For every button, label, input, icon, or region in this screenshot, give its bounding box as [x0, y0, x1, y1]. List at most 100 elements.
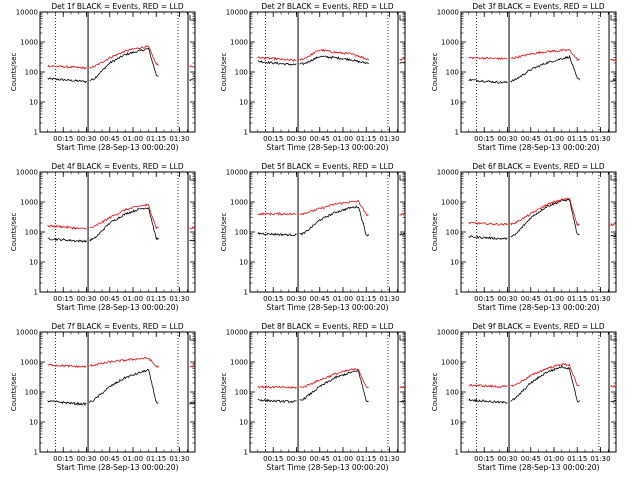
chart-panel-8: Det 8f BLACK = Events, RED = LLD 1 10 100 10…	[220, 322, 407, 472]
y-tick-label: 100	[25, 229, 38, 237]
events-series-line	[468, 398, 508, 404]
events-series-line	[299, 205, 369, 237]
chart-panel-1: Det 1f BLACK = Events, RED = LLD 1 10 100 10…	[10, 2, 197, 152]
chart-title: Det 5f BLACK = Events, RED = LLD	[261, 162, 394, 171]
x-tick-label: 00:15	[53, 295, 73, 303]
plot-frame	[460, 171, 617, 293]
y-tick-label: 10000	[437, 9, 459, 17]
y-tick-label: 10	[239, 419, 248, 427]
x-tick-label: 00:45	[521, 135, 541, 143]
lld-series-line	[299, 200, 369, 217]
x-axis-label: Start Time (28-Sep-13 00:00:20)	[267, 143, 389, 152]
y-axis-label: Counts/sec	[220, 53, 228, 92]
gap-bracket	[610, 175, 618, 181]
y-tick-label: 1000	[20, 359, 38, 367]
x-tick-label: 00:15	[53, 455, 73, 463]
y-tick-label: 100	[446, 69, 459, 77]
events-series-line	[47, 399, 87, 406]
y-tick-label: 100	[25, 69, 38, 77]
lld-series-line	[468, 383, 508, 389]
y-tick-label: 10000	[16, 9, 38, 17]
y-tick-label: 100	[235, 389, 248, 397]
plot-frame	[39, 11, 196, 133]
y-tick-label: 1	[34, 449, 38, 457]
gap-bracket	[399, 175, 407, 181]
chart-title: Det 1f BLACK = Events, RED = LLD	[51, 2, 184, 11]
y-axis-label: Counts/sec	[10, 373, 18, 412]
y-tick-label: 1000	[441, 359, 459, 367]
events-series-line	[189, 239, 196, 242]
events-series-line	[468, 235, 508, 241]
y-tick-label: 1000	[20, 199, 38, 207]
lld-series-line	[610, 58, 617, 62]
lld-series-line	[468, 221, 508, 226]
lld-series-line	[510, 197, 580, 227]
x-tick-label: 00:45	[521, 455, 541, 463]
events-series-line	[257, 60, 297, 66]
x-tick-label: 01:00	[333, 295, 353, 303]
x-axis-label: Start Time (28-Sep-13 00:00:20)	[478, 303, 600, 312]
x-tick-label: 00:15	[474, 455, 494, 463]
y-tick-label: 1	[34, 289, 38, 297]
x-tick-label: 00:45	[310, 295, 330, 303]
y-tick-label: 10000	[16, 329, 38, 337]
lld-series-line	[257, 212, 297, 216]
events-series-line	[89, 368, 159, 404]
x-tick-label: 00:30	[286, 295, 306, 303]
events-series-line	[399, 61, 406, 64]
x-tick-label: 01:00	[333, 455, 353, 463]
y-tick-label: 100	[25, 389, 38, 397]
gap-bracket	[399, 335, 407, 341]
x-tick-label: 00:30	[497, 295, 517, 303]
y-tick-label: 10000	[226, 329, 248, 337]
chart-title: Det 8f BLACK = Events, RED = LLD	[261, 322, 394, 331]
y-axis-label: Counts/sec	[220, 213, 228, 252]
x-tick-label: 01:00	[333, 135, 353, 143]
lld-series-line	[299, 367, 369, 389]
y-tick-label: 1	[455, 289, 459, 297]
x-axis-label: Start Time (28-Sep-13 00:00:20)	[267, 463, 389, 472]
events-series-line	[468, 78, 508, 84]
x-tick-label: 00:45	[310, 455, 330, 463]
chart-title: Det 2f BLACK = Events, RED = LLD	[261, 2, 394, 11]
x-axis-label: Start Time (28-Sep-13 00:00:20)	[57, 143, 179, 152]
y-tick-label: 1000	[230, 199, 248, 207]
chart-panel-3: Det 3f BLACK = Events, RED = LLD 1 10 100 10…	[431, 2, 618, 152]
y-axis-label: Counts/sec	[10, 53, 18, 92]
plot-frame	[249, 331, 406, 453]
chart-panel-4: Det 4f BLACK = Events, RED = LLD 1 10 100 10…	[10, 162, 197, 312]
y-tick-label: 100	[235, 229, 248, 237]
y-axis-label: Counts/sec	[10, 213, 18, 252]
y-tick-label: 1000	[20, 39, 38, 47]
x-axis-label: Start Time (28-Sep-13 00:00:20)	[57, 463, 179, 472]
lld-series-line	[189, 365, 196, 368]
y-tick-label: 1000	[441, 39, 459, 47]
x-tick-label: 00:45	[100, 135, 120, 143]
x-tick-label: 01:15	[567, 295, 587, 303]
events-series-line	[510, 54, 580, 83]
gap-bracket	[610, 15, 618, 21]
x-tick-label: 00:45	[521, 295, 541, 303]
x-tick-label: 01:15	[356, 135, 376, 143]
y-tick-label: 10000	[437, 169, 459, 177]
x-tick-label: 01:30	[379, 455, 399, 463]
x-tick-label: 01:30	[379, 135, 399, 143]
x-tick-label: 01:30	[169, 455, 189, 463]
x-axis-label: Start Time (28-Sep-13 00:00:20)	[57, 303, 179, 312]
gap-bracket	[610, 335, 618, 341]
x-tick-label: 00:45	[100, 295, 120, 303]
lld-series-line	[399, 212, 406, 216]
lld-series-line	[89, 356, 159, 368]
y-tick-label: 100	[235, 69, 248, 77]
y-tick-label: 10000	[226, 169, 248, 177]
gap-bracket	[189, 175, 197, 181]
x-tick-label: 01:15	[356, 295, 376, 303]
lld-series-line	[89, 203, 159, 230]
y-tick-label: 1000	[230, 359, 248, 367]
x-tick-label: 00:45	[310, 135, 330, 143]
gap-bracket	[189, 15, 197, 21]
x-tick-label: 01:15	[146, 135, 166, 143]
events-series-line	[189, 78, 196, 82]
